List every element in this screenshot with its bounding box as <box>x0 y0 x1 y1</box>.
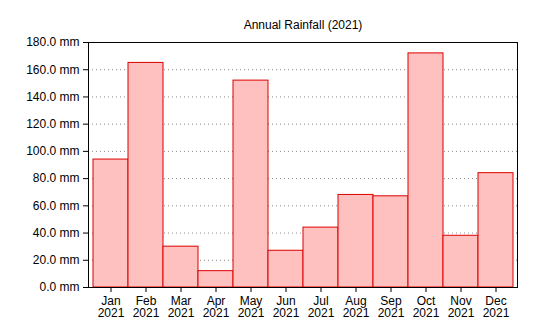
svg-text:100.0 mm: 100.0 mm <box>26 144 79 158</box>
svg-text:120.0 mm: 120.0 mm <box>26 117 79 131</box>
svg-text:140.0 mm: 140.0 mm <box>26 90 79 104</box>
svg-text:20.0 mm: 20.0 mm <box>33 253 80 267</box>
svg-text:Jan2021: Jan2021 <box>98 294 125 320</box>
svg-text:80.0 mm: 80.0 mm <box>33 171 80 185</box>
svg-text:Apr2021: Apr2021 <box>203 294 230 320</box>
svg-text:Dec2021: Dec2021 <box>483 294 510 320</box>
svg-text:40.0 mm: 40.0 mm <box>33 226 80 240</box>
svg-text:Aug2021: Aug2021 <box>343 294 370 320</box>
svg-text:60.0 mm: 60.0 mm <box>33 199 80 213</box>
svg-text:Feb2021: Feb2021 <box>133 294 160 320</box>
svg-text:Mar2021: Mar2021 <box>168 294 195 320</box>
svg-text:0.0 mm: 0.0 mm <box>39 280 79 294</box>
svg-text:Nov2021: Nov2021 <box>448 294 475 320</box>
svg-text:180.0 mm: 180.0 mm <box>26 35 79 49</box>
svg-text:Jun2021: Jun2021 <box>273 294 300 320</box>
svg-text:May2021: May2021 <box>238 294 265 320</box>
svg-text:160.0 mm: 160.0 mm <box>26 63 79 77</box>
svg-text:Jul2021: Jul2021 <box>308 294 335 320</box>
svg-text:Annual Rainfall (2021): Annual Rainfall (2021) <box>244 18 363 32</box>
svg-text:Sep2021: Sep2021 <box>378 294 405 320</box>
svg-text:Oct2021: Oct2021 <box>413 294 440 320</box>
